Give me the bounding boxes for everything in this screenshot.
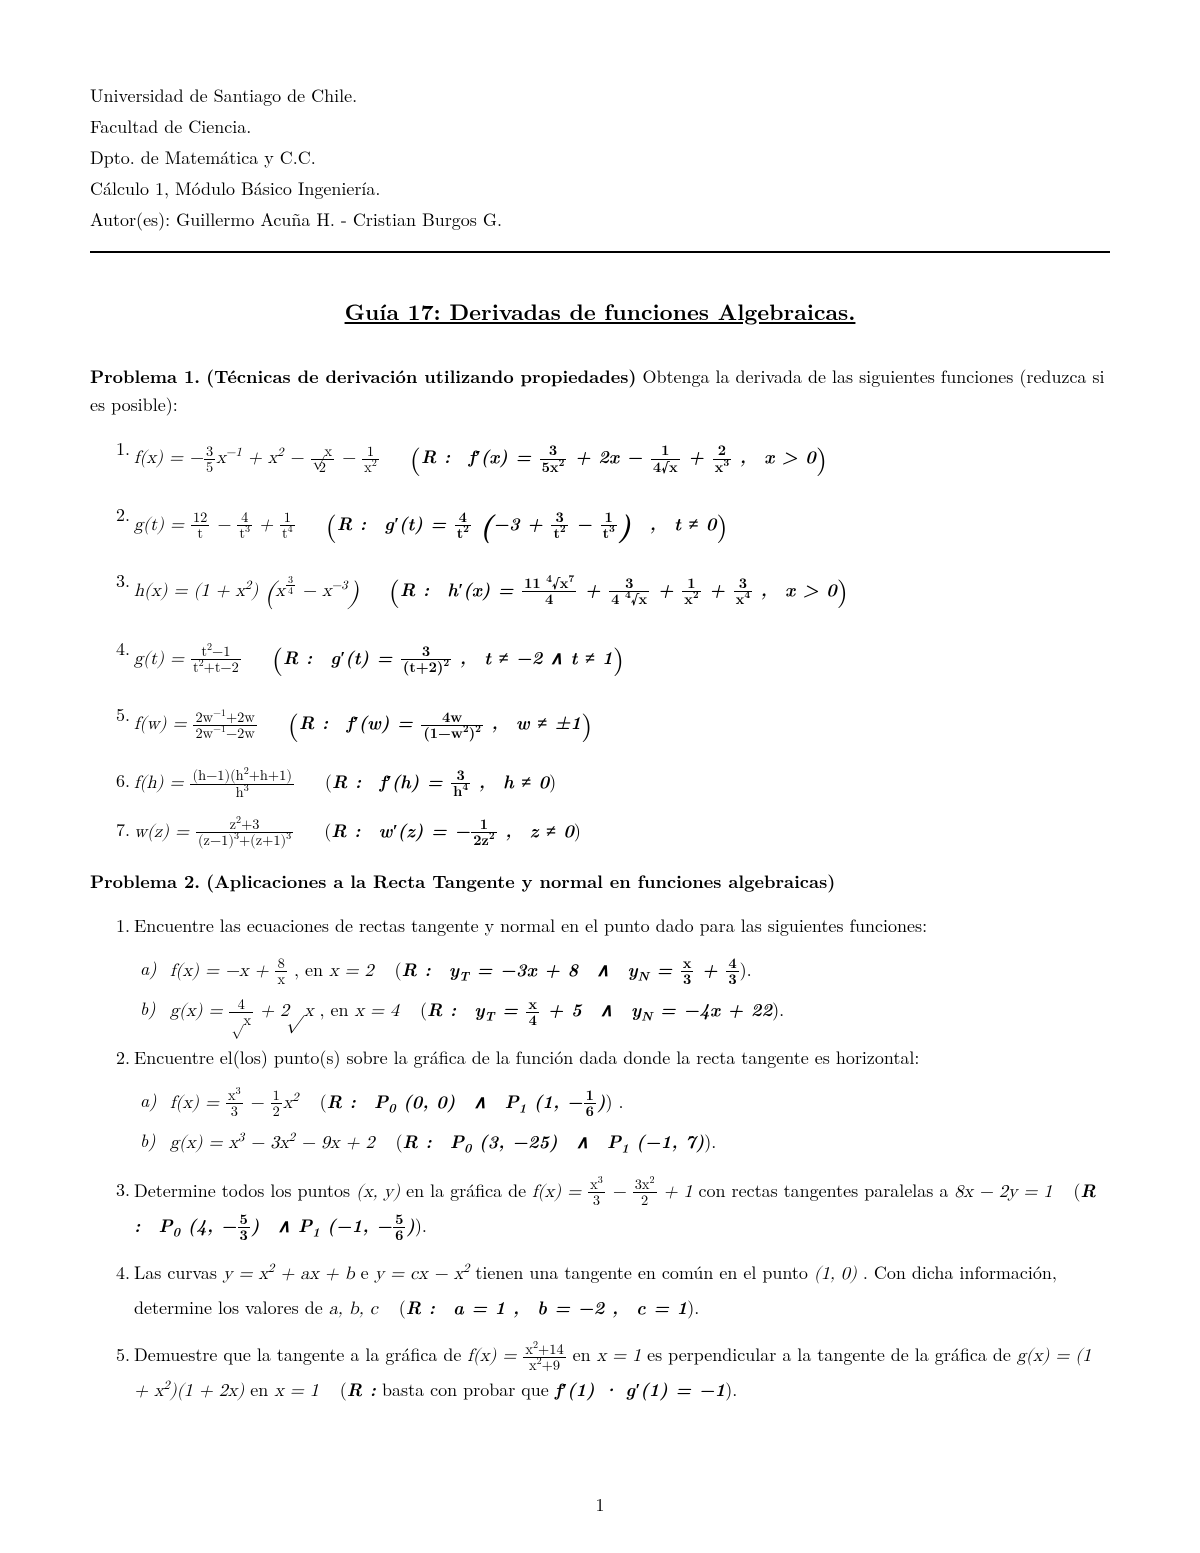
p2-item-2-sublist: f(x) = x33 − 12x2 (R : P0 (0, 0) ∧ P1 (1… — [134, 1085, 1110, 1160]
header-line-4: Cálculo 1, Módulo Básico Ingeniería. — [90, 175, 1110, 202]
header-line-5: Autor(es): Guillermo Acuña H. - Cristian… — [90, 206, 1110, 233]
page-number: 1 — [0, 1492, 1200, 1517]
header-line-2: Facultad de Ciencia. — [90, 113, 1110, 140]
header-line-3: Dpto. de Matemática y C.C. — [90, 144, 1110, 171]
problem-2-label: Problema 2. — [90, 869, 200, 894]
problem-2-heading: Problema 2. (Aplicaciones a la Recta Tan… — [90, 868, 1110, 896]
header-block: Universidad de Santiago de Chile. Facult… — [90, 82, 1110, 233]
p2-item-1-text: Encuentre las ecuaciones de rectas tange… — [134, 913, 927, 938]
header-line-1: Universidad de Santiago de Chile. — [90, 82, 1110, 109]
p2-item-5: Demuestre que la tangente a la gráfica d… — [134, 1339, 1110, 1407]
problem-1-heading: Problema 1. (Técnicas de derivación util… — [90, 363, 1110, 419]
horizontal-rule — [90, 251, 1110, 253]
p2-item-2-text: Encuentre el(los) punto(s) sobre la gráf… — [134, 1045, 919, 1070]
p2-2a: f(x) = x33 − 12x2 (R : P0 (0, 0) ∧ P1 (1… — [170, 1085, 1110, 1120]
p1-item-4: g(t) = t2−1t2+t−2 (R : g′(t) = 3(t+2)2 ,… — [134, 633, 1110, 685]
p1-item-3: h(x) = (1 + x2) (x34 − x−3) (R : h′(x) =… — [134, 565, 1110, 619]
p2-item-3: Determine todos los puntos (x, y) en la … — [134, 1174, 1110, 1243]
problem-1-subtitle: (Técnicas de derivación utilizando propi… — [206, 364, 636, 389]
p1-item-5: f(w) = 2w−1+2w2w−1−2w (R : f′(w) = 4w(1−… — [134, 699, 1110, 751]
p1-item-1: f(x) = −35x−1 + x2 − √x2 − 1x2 (R : f′(x… — [134, 433, 1110, 485]
problem-2-subtitle: (Aplicaciones a la Recta Tangente y norm… — [206, 869, 835, 894]
p1-item-7: w(z) = z2+3(z−1)3+(z+1)3 (R : w′(z) = −1… — [134, 814, 1110, 849]
problem-1-label: Problema 1. — [90, 364, 200, 389]
p2-1a: f(x) = −x + 8x , en x = 2 (R : yT = −3x … — [170, 953, 1110, 988]
p1-item-6: f(h) = (h−1)(h2+h+1)h3 (R : f′(h) = 3h4 … — [134, 765, 1110, 800]
problem-1-list: f(x) = −35x−1 + x2 − √x2 − 1x2 (R : f′(x… — [90, 433, 1110, 849]
p2-item-4: Las curvas y = x2 + ax + b e y = cx − x2… — [134, 1257, 1110, 1325]
p2-item-2: Encuentre el(los) punto(s) sobre la gráf… — [134, 1042, 1110, 1160]
p2-item-1-sublist: f(x) = −x + 8x , en x = 2 (R : yT = −3x … — [134, 953, 1110, 1029]
p2-2b: g(x) = x3 − 3x2 − 9x + 2 (R : P0 (3, −25… — [170, 1125, 1110, 1160]
p2-1b: g(x) = 4√x + 2√x , en x = 4 (R : yT = x4… — [170, 993, 1110, 1028]
p1-item-2: g(t) = 12t − 4t3 + 1t4 (R : g′(t) = 4t2 … — [134, 499, 1110, 552]
p2-item-1: Encuentre las ecuaciones de rectas tange… — [134, 910, 1110, 1028]
page: Universidad de Santiago de Chile. Facult… — [0, 0, 1200, 1553]
problem-2-list: Encuentre las ecuaciones de rectas tange… — [90, 910, 1110, 1407]
document-title: Guía 17: Derivadas de funciones Algebrai… — [90, 295, 1110, 327]
